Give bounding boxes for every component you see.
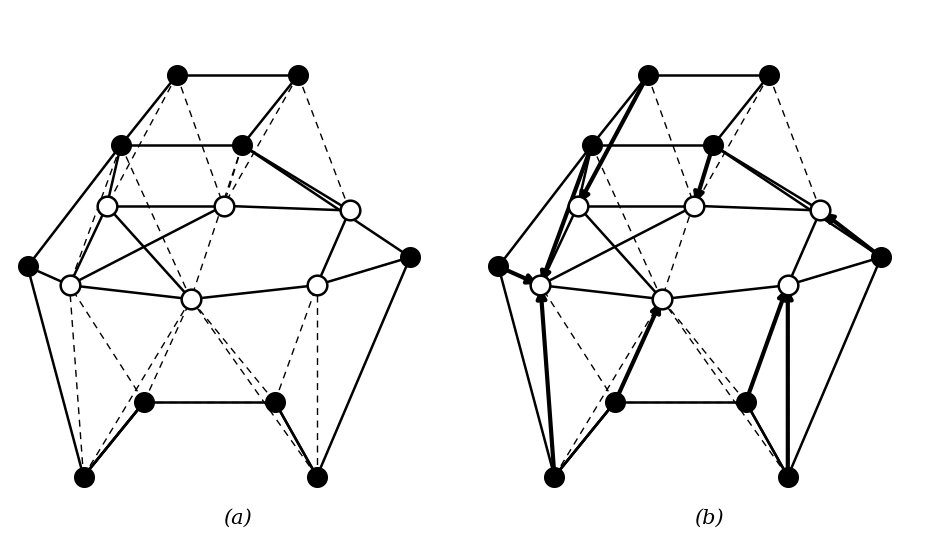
Point: [76, 472, 91, 481]
Point: [640, 71, 656, 79]
Point: [873, 253, 888, 261]
Point: [491, 262, 506, 271]
Point: [235, 141, 250, 149]
Point: [533, 281, 548, 289]
Point: [780, 472, 796, 481]
Point: [290, 71, 306, 79]
Text: (a): (a): [223, 509, 252, 528]
Point: [547, 472, 562, 481]
Point: [136, 398, 151, 406]
Point: [780, 281, 796, 289]
Point: [706, 141, 721, 149]
Point: [585, 141, 600, 149]
Point: [20, 262, 35, 271]
Point: [309, 472, 324, 481]
Point: [309, 281, 324, 289]
Point: [268, 398, 283, 406]
Point: [813, 206, 828, 215]
Point: [762, 71, 777, 79]
Point: [607, 398, 622, 406]
Point: [169, 71, 184, 79]
Point: [184, 295, 199, 303]
Point: [655, 295, 670, 303]
Point: [61, 281, 77, 289]
Point: [570, 201, 586, 210]
Text: (b): (b): [693, 509, 724, 528]
Point: [99, 201, 114, 210]
Point: [403, 253, 418, 261]
Point: [687, 201, 702, 210]
Point: [114, 141, 129, 149]
Point: [216, 201, 231, 210]
Point: [738, 398, 753, 406]
Point: [342, 206, 358, 215]
